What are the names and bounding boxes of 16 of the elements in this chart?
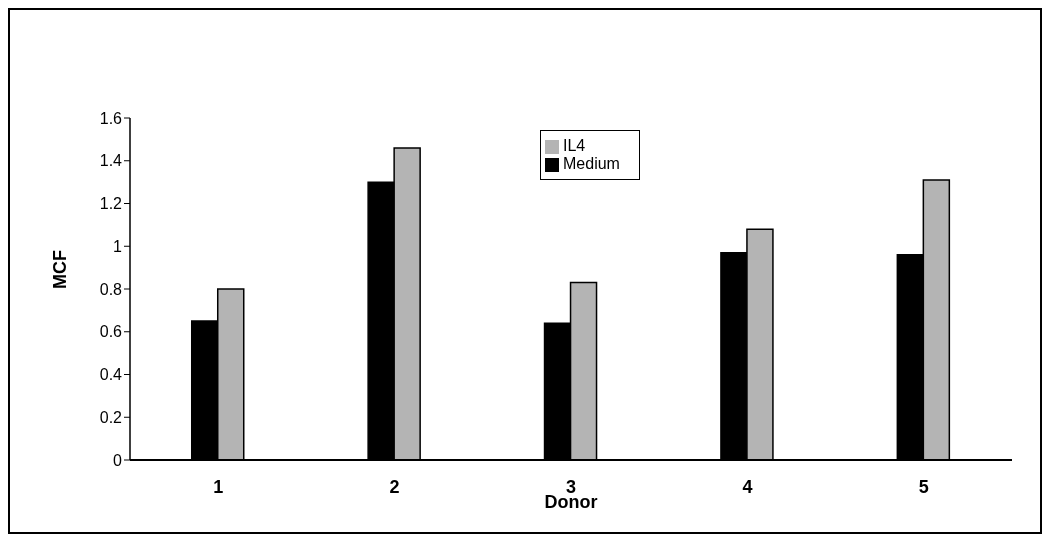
x-tick-label: 5 [918, 476, 929, 497]
x-tick-label: 1 [213, 476, 224, 497]
y-tick-label: 0.2 [99, 408, 123, 426]
y-tick-label: 1 [113, 237, 123, 255]
y-tick-label: 0.8 [99, 280, 123, 298]
y-tick-label: 1.4 [99, 152, 123, 170]
y-tick-label: 0 [113, 451, 123, 469]
x-tick-label: 2 [389, 476, 400, 497]
legend-label: IL4 [563, 137, 586, 154]
legend-label: Medium [563, 155, 620, 172]
y-tick-label: 0.4 [99, 366, 123, 384]
y-tick-label: 1.6 [99, 109, 123, 127]
y-tick-label: 1.2 [99, 195, 123, 213]
y-axis-title: MCF [50, 250, 71, 289]
y-tick-label: 0.6 [99, 323, 123, 341]
x-tick-label: 4 [742, 476, 753, 497]
